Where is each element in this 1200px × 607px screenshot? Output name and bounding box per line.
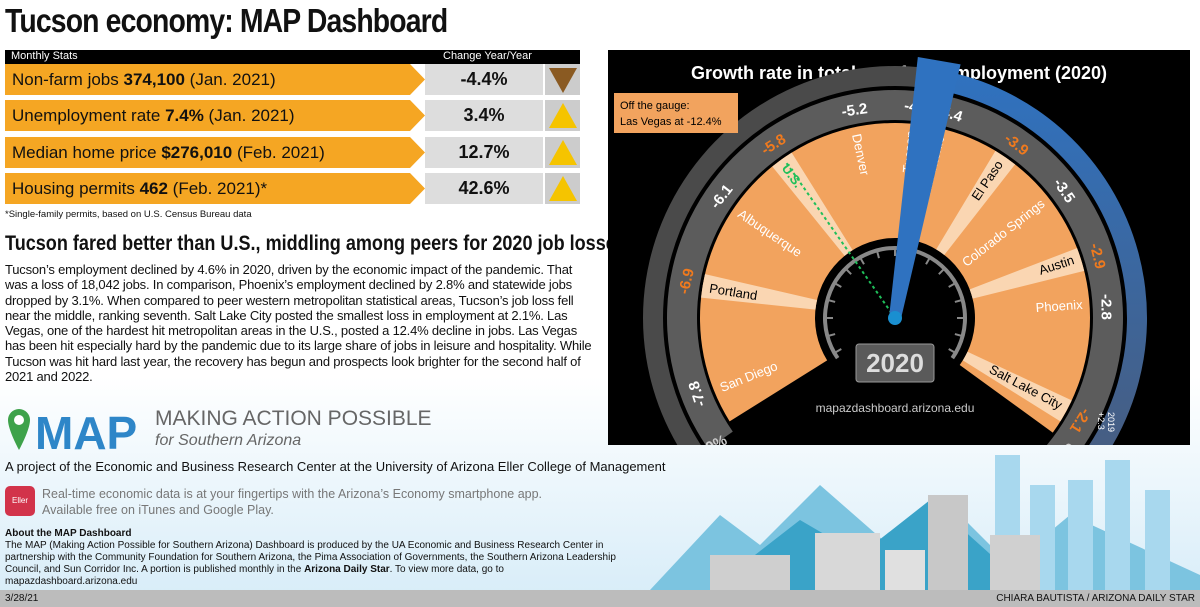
gauge-chart: Growth rate in total non-farm employment… <box>608 50 1190 512</box>
value-label: -6.9 <box>676 267 698 296</box>
year-badge-text: 2020 <box>866 348 924 378</box>
stripe-el-paso <box>936 150 1016 255</box>
stat-value: $276,010 <box>161 143 233 162</box>
wedge-area <box>700 122 1090 433</box>
stats-header-right: Change Year/Year <box>443 50 532 62</box>
article-headline: Tucson fared better than U.S., middling … <box>5 232 626 255</box>
stat-label: Unemployment rate 7.4% (Jan. 2021) <box>5 100 425 131</box>
tucson-needle <box>889 56 961 319</box>
about-text-2: . To view more data, go to mapazdashboar… <box>5 564 504 587</box>
map-logo-text: MAP <box>35 407 137 455</box>
footer-date: 3/28/21 <box>5 593 39 604</box>
app-icon: Eller <box>5 486 35 516</box>
city-label: Portland <box>708 281 758 303</box>
stats-header: Monthly Stats Change Year/Year <box>5 50 580 64</box>
stripe-salt-lake-city <box>962 351 1072 422</box>
needle-pivot <box>888 311 902 325</box>
article-body: Tucson’s employment declined by 4.6% in … <box>5 262 592 385</box>
stripe-portland <box>701 274 818 310</box>
footer-bar: 3/28/21 CHIARA BAUTISTA / ARIZONA DAILY … <box>0 590 1200 607</box>
arrow-up-icon <box>549 176 577 201</box>
tick-mark <box>948 348 957 354</box>
year-badge <box>855 343 935 383</box>
tick-mark <box>827 333 836 338</box>
stat-row: Non-farm jobs 374,100 (Jan. 2021) -4.4% <box>5 64 580 95</box>
stat-change: 3.4% <box>425 100 543 131</box>
stat-change: 42.6% <box>425 173 543 204</box>
annotation-text: Off the gauge: <box>620 100 690 112</box>
stat-label: Housing permits 462 (Feb. 2021)* <box>5 173 425 204</box>
trend-cell <box>545 137 580 168</box>
value-label: -2.8 <box>1098 294 1115 320</box>
stat-value: 374,100 <box>123 70 185 89</box>
tick-mark <box>833 282 842 288</box>
stat-label: Median home price $276,010 (Feb. 2021) <box>5 137 425 168</box>
stat-name: Non-farm jobs <box>12 70 124 89</box>
trend-cell <box>545 64 580 95</box>
about-text-1: The MAP (Making Action Possible for Sout… <box>5 540 616 575</box>
app-text-2: Available free on iTunes and Google Play… <box>42 503 274 517</box>
reference-arc-2019 <box>935 69 1147 512</box>
stripe-u-s- <box>772 152 853 256</box>
tick-mark <box>954 298 963 303</box>
stat-date: (Feb. 2021) <box>232 143 325 162</box>
value-label: -5.2 <box>841 100 869 120</box>
stat-value: 7.4% <box>165 106 204 125</box>
map-logo: MAP <box>8 407 137 455</box>
stat-name: Housing permits <box>12 179 140 198</box>
tick-mark <box>954 333 963 338</box>
chart-url: mapazdashboard.arizona.edu <box>816 401 975 415</box>
tick-mark <box>925 256 931 265</box>
page-title: Tucson economy: MAP Dashboard <box>5 2 448 39</box>
value-ring <box>667 90 1123 465</box>
tick-mark <box>844 267 852 275</box>
stat-row: Median home price $276,010 (Feb. 2021) 1… <box>5 137 580 168</box>
annotation-text: Las Vegas at -12.4% <box>620 116 722 128</box>
about-publication: Arizona Daily Star <box>304 564 390 575</box>
project-line: A project of the Economic and Business R… <box>5 459 666 474</box>
reference-label: 2019 <box>1106 412 1116 432</box>
us-reference-line <box>785 161 896 319</box>
stat-change: -4.4% <box>425 64 543 95</box>
stat-name: Median home price <box>12 143 162 162</box>
stat-name: Unemployment rate <box>12 106 166 125</box>
footnote: *Single-family permits, based on U.S. Ce… <box>5 209 252 220</box>
map-tagline: MAKING ACTION POSSIBLE <box>155 407 432 430</box>
stat-label: Non-farm jobs 374,100 (Jan. 2021) <box>5 64 425 95</box>
map-subtagline: for Southern Arizona <box>155 432 302 449</box>
app-text-1: Real-time economic data is at your finge… <box>42 487 543 501</box>
stat-row: Unemployment rate 7.4% (Jan. 2021) 3.4% <box>5 100 580 131</box>
tick-mark <box>938 267 946 275</box>
tick-mark <box>827 298 836 303</box>
arrow-up-icon <box>549 103 577 128</box>
stat-date: (Jan. 2021) <box>203 106 295 125</box>
about-text: The MAP (Making Action Possible for Sout… <box>5 540 625 588</box>
reference-value: +2.3 <box>1096 412 1106 430</box>
arrow-up-icon <box>549 140 577 165</box>
tick-mark <box>833 348 842 354</box>
stat-change: 12.7% <box>425 137 543 168</box>
annotation-box <box>614 93 738 133</box>
city-label: Phoenix <box>1035 297 1083 315</box>
value-label: -2.9 <box>1086 242 1109 271</box>
tick-mark <box>875 250 880 259</box>
stripe-austin <box>969 248 1085 299</box>
stat-date: (Jan. 2021) <box>184 70 276 89</box>
stat-row: Housing permits 462 (Feb. 2021)* 42.6% <box>5 173 580 204</box>
stat-value: 462 <box>139 179 168 198</box>
stat-date: (Feb. 2021)* <box>167 179 268 198</box>
skyline-illustration <box>650 455 1200 590</box>
tick-mark <box>859 256 865 265</box>
arrow-down-icon <box>549 68 577 93</box>
footer-credit: CHIARA BAUTISTA / ARIZONA DAILY STAR <box>996 593 1195 604</box>
stats-header-left: Monthly Stats <box>11 50 78 62</box>
tick-mark <box>948 282 957 288</box>
trend-cell <box>545 100 580 131</box>
trend-cell <box>545 173 580 204</box>
about-heading: About the MAP Dashboard <box>5 528 132 539</box>
